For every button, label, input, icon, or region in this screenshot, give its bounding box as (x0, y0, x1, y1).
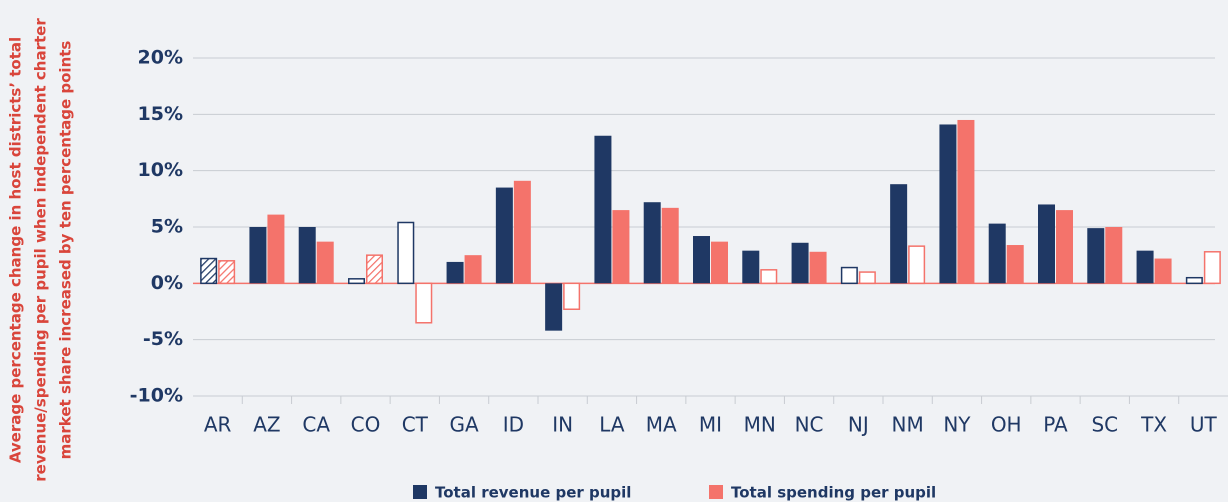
bar (594, 135, 612, 284)
bar (563, 282, 581, 310)
x-tick-label: CT (402, 413, 429, 437)
bar (218, 260, 236, 285)
bar (495, 187, 513, 284)
x-tick-label: TX (1140, 413, 1167, 437)
bar (446, 261, 464, 284)
x-tick-label: LA (599, 413, 625, 437)
x-tick-label: NJ (848, 413, 869, 437)
bar (939, 124, 957, 284)
bar (711, 241, 728, 284)
x-tick-label: UT (1190, 413, 1218, 437)
bar (1056, 210, 1073, 284)
x-tick-label: MN (744, 413, 776, 437)
bar (513, 180, 531, 284)
bar (890, 184, 908, 284)
bar (1154, 258, 1172, 284)
bar (809, 251, 827, 284)
x-tick-label: AZ (253, 413, 280, 437)
x-tick-label: CA (302, 413, 330, 437)
x-tick-label: SC (1091, 413, 1118, 437)
bar (200, 257, 218, 285)
y-tick-label: -5% (143, 328, 183, 350)
bar (957, 119, 975, 284)
bar (348, 278, 365, 285)
legend-label: Total spending per pupil (731, 484, 936, 502)
x-tick-label: MA (646, 413, 677, 437)
bar (397, 221, 415, 285)
bar (316, 241, 334, 284)
bar (840, 266, 858, 285)
x-tick-label: GA (449, 413, 478, 437)
bar (643, 202, 661, 284)
legend-swatch (413, 485, 427, 499)
x-tick-label: IN (552, 413, 573, 437)
y-axis-label: market share increased by ten percentage… (57, 41, 75, 460)
y-tick-label: 0% (151, 272, 183, 294)
bar (415, 282, 433, 324)
x-tick-label: CO (351, 413, 381, 437)
y-tick-label: 20% (138, 47, 183, 69)
bar (1087, 228, 1105, 284)
x-tick-label: PA (1043, 413, 1068, 437)
y-axis-label: revenue/spending per pupil when independ… (32, 18, 50, 482)
bar (1105, 227, 1123, 284)
bar (612, 210, 630, 284)
x-tick-label: NC (795, 413, 824, 437)
bar (249, 227, 267, 284)
bar (661, 207, 679, 284)
x-tick-label: NY (943, 413, 971, 437)
y-axis-label: Average percentage change in host distri… (7, 37, 25, 463)
bar (742, 250, 760, 284)
y-tick-label: 10% (138, 159, 183, 181)
bar (464, 255, 482, 284)
bar (545, 283, 563, 331)
bar (988, 223, 1006, 284)
y-tick-label: 15% (138, 103, 183, 125)
legend-label: Total revenue per pupil (435, 484, 631, 502)
legend-swatch (709, 485, 723, 499)
x-tick-label: AR (204, 413, 232, 437)
y-tick-label: -10% (130, 385, 183, 407)
bar (1038, 204, 1055, 284)
bar (693, 236, 710, 284)
bar (1203, 251, 1221, 285)
bar (858, 271, 876, 285)
x-tick-label: MI (699, 413, 722, 437)
bar (1136, 250, 1154, 284)
bar (1185, 276, 1203, 285)
bar (366, 254, 383, 285)
bar (760, 269, 778, 285)
bar (267, 214, 285, 284)
x-tick-label: ID (503, 413, 524, 437)
y-tick-label: 5% (151, 216, 183, 238)
bar (1006, 245, 1024, 284)
bar (791, 242, 809, 284)
x-tick-label: OH (991, 413, 1022, 437)
bar (298, 227, 316, 284)
x-tick-label: NM (892, 413, 924, 437)
bar (908, 245, 926, 285)
